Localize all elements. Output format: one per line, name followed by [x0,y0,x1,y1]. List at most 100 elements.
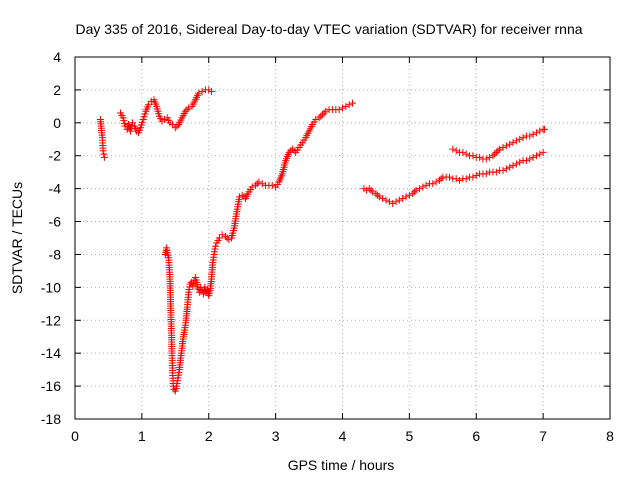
x-tick-label: 8 [606,428,614,444]
data-point [252,181,260,189]
y-tick-label: -14 [41,345,61,361]
data-point [419,183,427,191]
data-point [516,158,524,166]
data-point [207,88,215,96]
data-point [218,231,226,239]
y-axis: -18 -16 -14 -12 -10 -8 -6 -4 -2 0 2 4 [41,49,610,427]
data-point [285,148,293,156]
data-point [195,89,203,97]
data-point [255,178,263,186]
data-point [171,124,179,132]
data-point [320,109,328,117]
y-tick-label: -2 [49,148,62,164]
data-point [499,167,507,175]
y-tick-label: -6 [49,214,62,230]
data-point [529,130,537,138]
data-point [509,162,517,170]
data-point [452,175,460,183]
data-point [317,112,325,120]
data-point [519,134,527,142]
data-point [496,145,504,153]
data-point [268,181,276,189]
data-point [367,186,375,194]
data-point [435,176,443,184]
data-point [499,144,507,151]
data-point [529,153,537,161]
data-point [526,155,534,163]
data-point [415,185,423,193]
data-point [462,150,470,158]
y-tick-label: 4 [53,49,61,65]
data-point [395,196,403,204]
data-point [486,153,494,161]
data-point [374,191,382,199]
data-point [412,186,420,194]
data-point [502,142,510,150]
data-point [100,153,108,161]
data-point [491,150,499,158]
data-point [405,191,413,199]
data-point [492,148,500,156]
data-point [437,175,445,183]
data-point [482,170,490,178]
data-point [409,190,417,198]
data-point [476,153,484,161]
data-point [99,147,107,155]
data-point [532,129,540,137]
y-tick-label: -8 [49,246,62,262]
data-point [502,165,510,173]
grid [75,57,610,419]
data-point [342,102,350,110]
x-tick-label: 6 [472,428,480,444]
x-tick-label: 7 [539,428,547,444]
x-tick-label: 2 [205,428,213,444]
data-point [422,181,430,189]
data-point [410,188,418,196]
data-point [539,148,547,156]
data-point [315,114,323,122]
data-point [516,135,524,143]
data-point [345,101,353,109]
data-point [248,183,256,191]
data-point [512,137,520,145]
data-point [512,160,520,168]
data-point [536,150,544,158]
x-tick-label: 1 [138,428,146,444]
data-point [492,168,500,176]
data-point [399,195,407,203]
data-point [459,148,467,156]
data-point [429,180,437,188]
data-point [452,147,460,155]
data-point [211,242,219,250]
data-point [449,145,457,153]
x-tick-label: 0 [71,428,79,444]
data-point [509,139,517,147]
data-point [469,152,477,160]
data-point [258,180,266,188]
y-tick-label: -16 [41,378,61,394]
data-point [288,145,296,153]
y-tick-label: -4 [49,181,62,197]
x-axis: 0 1 2 3 4 5 6 7 8 [71,57,614,444]
data-point [238,191,246,199]
data-point [318,111,326,119]
data-point [526,132,534,140]
data-point [100,150,108,158]
data-point [335,106,343,114]
data-point [532,152,540,160]
data-point [181,107,189,115]
x-axis-label: GPS time / hours [288,457,395,473]
data-point [339,104,346,112]
y-tick-label: 0 [53,115,61,131]
data-point [540,125,548,133]
data-point [349,99,357,107]
data-point [365,185,373,193]
data-point [432,178,440,186]
x-tick-label: 3 [272,428,280,444]
data-point [198,88,206,96]
data-point [379,195,387,203]
data-point [322,107,330,115]
y-axis-label: SDTVAR / TECUs [9,182,25,294]
data-point [173,122,181,130]
data-point [375,193,383,201]
